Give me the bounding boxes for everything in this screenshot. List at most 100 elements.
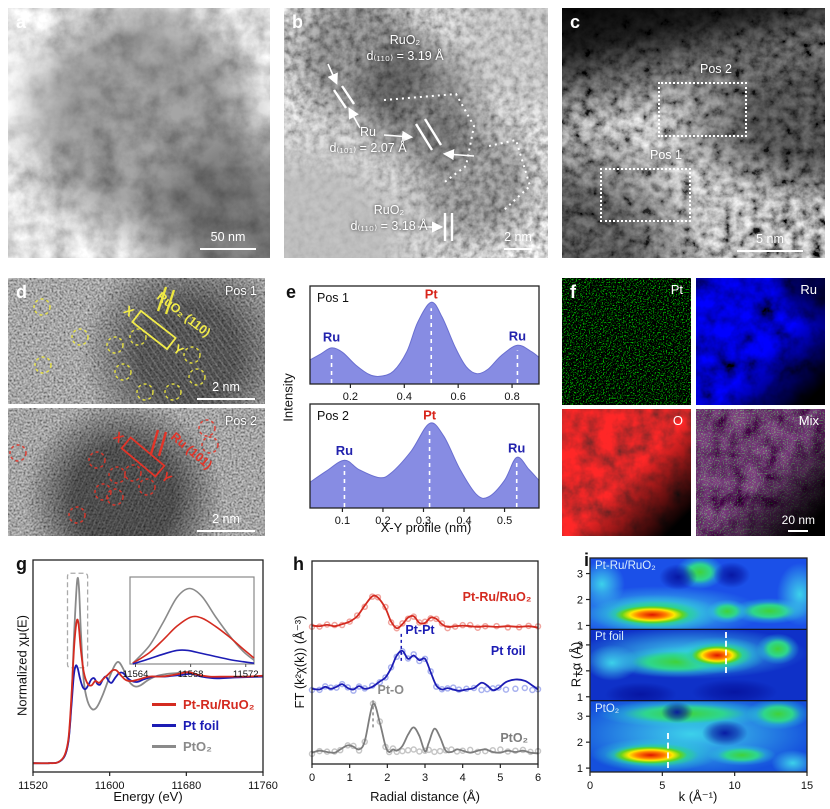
panel-letter-b: b	[292, 12, 303, 32]
lattice-label-ruo2-bottom: RuO₂ d₍₁₁₀₎ = 3.18 Å	[324, 202, 454, 235]
legend-row: PtO₂	[152, 736, 255, 757]
scale-bar-label: 2 nm	[212, 511, 240, 526]
phase-name: RuO₂	[373, 203, 405, 217]
data-point-circle	[385, 748, 393, 756]
scale-bar-d1: 2 nm	[197, 380, 255, 400]
panel-b-hrtem-image: b RuO₂ d₍₁₁₀₎ = 3.19 Å Ru d₍₁₀₁₎ = 2.07 …	[284, 8, 548, 258]
eds-map-pt: Pt	[562, 278, 691, 405]
panel-d-hrtem-positions: d X Y RuO₂ (110) Pos 1 2 nm	[8, 278, 265, 536]
heatmap-blob	[685, 643, 750, 667]
x-tick-label: 0.5	[497, 515, 512, 527]
h-x-axis-label: Radial distance (Å)	[370, 789, 480, 804]
heatmap-blob	[691, 678, 779, 701]
lattice-label-ru-mid: Ru d₍₁₀₁₎ = 2.07 Å	[308, 124, 428, 157]
data-point-circle	[374, 593, 382, 601]
peak-element-label: Ru	[323, 329, 340, 344]
panel-letter-f: f	[570, 282, 576, 302]
legend-row: Pt foil	[152, 715, 255, 736]
heatmap-blob	[712, 561, 751, 588]
series-label: Pt-Ru/RuO₂	[463, 590, 532, 604]
x-tick-label: 2	[384, 772, 390, 784]
peak-element-label: Ru	[508, 440, 525, 455]
ft-fit-line	[311, 702, 539, 755]
heatmap-blob	[590, 700, 807, 772]
x-tick-label: 5	[497, 772, 503, 784]
data-point-circle	[416, 657, 423, 665]
pos1-region-box	[600, 168, 691, 222]
heatmap-blob	[770, 749, 807, 772]
x-tick-label: 0.2	[375, 515, 390, 527]
pos2-tag: Pos 2	[225, 414, 257, 428]
x-tick-label: 6	[535, 772, 541, 784]
ft-fit-line	[311, 594, 539, 630]
i-x-axis-label: k (Å⁻¹)	[678, 789, 718, 804]
data-point-circle	[521, 684, 529, 692]
panel-e-intensity-profiles: e Intensity Ru Pt Ru Pos 1 0.2 0.4 0.6 0.8 Ru Pt R…	[276, 278, 557, 536]
bond-label: Pt-O	[378, 683, 405, 697]
xanes-chart: 11520 11600 11680 11760 11564 11568 11572	[18, 559, 278, 792]
data-point-circle	[436, 747, 444, 755]
panel-f-eds-maps: f Pt Ru O Mix 20 nm	[562, 278, 825, 536]
legend-label: Pt foil	[183, 718, 220, 733]
data-point-circle	[433, 615, 440, 623]
x-tick-label: 0	[309, 772, 315, 784]
axis-box	[309, 403, 540, 509]
heatmap-blob	[707, 599, 748, 623]
intensity-area-series	[309, 301, 540, 385]
series-label: PtO₂	[500, 731, 528, 745]
data-point-circle	[502, 686, 510, 693]
inset-x-tick-label: 11564	[123, 669, 149, 680]
data-point-circle	[416, 748, 423, 755]
wavelet-heatmaps: Pt-Ru/RuO₂ Pt foil PtO₂	[590, 558, 807, 772]
panel-letter-g: g	[16, 554, 27, 574]
axis-box	[309, 285, 540, 385]
x-tick-label: 3	[422, 772, 428, 784]
scale-bar-label: 20 nm	[781, 512, 815, 527]
data-point-circle	[519, 746, 527, 754]
x-tick-label: 0.1	[335, 515, 350, 527]
x-tick-label: 4	[460, 772, 466, 784]
data-point-circle	[350, 687, 357, 694]
heatmap-blob	[701, 720, 748, 747]
pos-label: Pos 1	[317, 291, 349, 305]
data-point-circle	[478, 686, 485, 694]
wavelet-heatmap-panel: Pt foil	[590, 629, 807, 701]
data-point-circle	[512, 747, 519, 754]
pos2-label: Pos 2	[700, 62, 732, 76]
scale-bar-line	[788, 530, 809, 532]
data-point-circle	[438, 620, 446, 627]
scale-bar-f: 20 nm	[781, 512, 815, 532]
scale-bar-line	[504, 247, 532, 250]
e-x-axis-label: X-Y profile (nm)	[380, 520, 472, 535]
ru-map-texture	[696, 278, 825, 405]
legend-line-swatch	[152, 745, 176, 748]
wavelet-heatmap-panel: Pt-Ru/RuO₂	[590, 558, 807, 630]
k-position-dashed-line	[725, 631, 728, 674]
data-point-circle	[431, 748, 438, 756]
heatmap-blob	[675, 558, 725, 590]
heatmap-blob	[590, 586, 764, 630]
data-point-circle	[321, 683, 329, 690]
data-point-circle	[410, 746, 417, 753]
ft-fit-line	[311, 649, 539, 692]
x-tick-label: 11760	[248, 780, 278, 792]
panel-letter-h: h	[293, 554, 304, 574]
heatmap-blob	[659, 564, 698, 591]
legend-row: Pt-Ru/RuO₂	[152, 694, 255, 715]
panel-g-xanes-chart: g Normalized χμ(E) 11520 11600 11680 11760 1…	[10, 552, 298, 809]
bond-label: Pt-Pt	[405, 623, 435, 637]
eds-map-o: O	[562, 409, 691, 536]
inset-x-tick-label: 11572	[233, 669, 259, 680]
panel-letter-c: c	[570, 12, 581, 32]
x-tick-label: 11680	[171, 780, 201, 792]
data-point-circle	[404, 747, 412, 754]
panel-letter-i: i	[584, 550, 590, 570]
inset-series	[132, 649, 255, 665]
peak-element-label: Pt	[423, 407, 437, 422]
panel-c-stem-image: c Pos 2 Pos 1 5 nm	[562, 8, 825, 258]
inset-x-tick-label: 11568	[178, 669, 204, 680]
eds-map-label: Ru	[800, 282, 817, 297]
eds-map-label: O	[672, 413, 683, 428]
x-tick-label: 1	[347, 772, 353, 784]
